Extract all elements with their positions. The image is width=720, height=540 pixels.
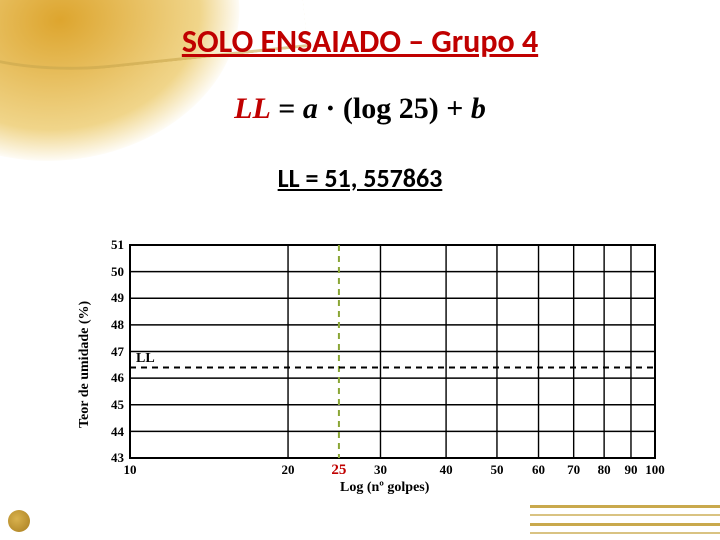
formula-log: (log 25)	[343, 92, 439, 125]
x-tick: 50	[479, 462, 515, 478]
chart-plot-area	[75, 240, 665, 500]
result-subtitle: LL = 51, 557863	[0, 162, 720, 194]
formula-eq: =	[271, 92, 303, 125]
x-tick: 40	[428, 462, 464, 478]
y-tick: 49	[75, 290, 124, 306]
corner-dot-icon	[8, 510, 30, 532]
y-tick: 47	[75, 344, 124, 360]
formula-plus: +	[439, 92, 471, 125]
x-tick: 60	[521, 462, 557, 478]
formula-LL: LL	[234, 92, 271, 125]
y-tick: 45	[75, 397, 124, 413]
y-tick: 48	[75, 317, 124, 333]
x-tick: 10	[112, 462, 148, 478]
x-tick-highlight: 25	[323, 462, 355, 479]
ll-reference-label: LL	[136, 351, 155, 367]
formula: LL = a · (log 25) + b	[0, 92, 720, 126]
slide-title: SOLO ENSAIADO – Grupo 4	[0, 22, 720, 61]
formula-b: b	[471, 92, 486, 125]
x-tick: 30	[362, 462, 398, 478]
formula-dot: ·	[318, 92, 343, 125]
x-tick: 20	[270, 462, 306, 478]
y-tick: 46	[75, 370, 124, 386]
x-axis-label: Log (nº golpes)	[340, 480, 429, 496]
y-tick: 51	[75, 237, 124, 253]
x-tick: 100	[637, 462, 673, 478]
chart: Teor de umidade (%) Log (nº golpes) LL 4…	[75, 240, 665, 500]
formula-a: a	[303, 92, 318, 125]
y-tick: 44	[75, 424, 124, 440]
y-tick: 50	[75, 264, 124, 280]
